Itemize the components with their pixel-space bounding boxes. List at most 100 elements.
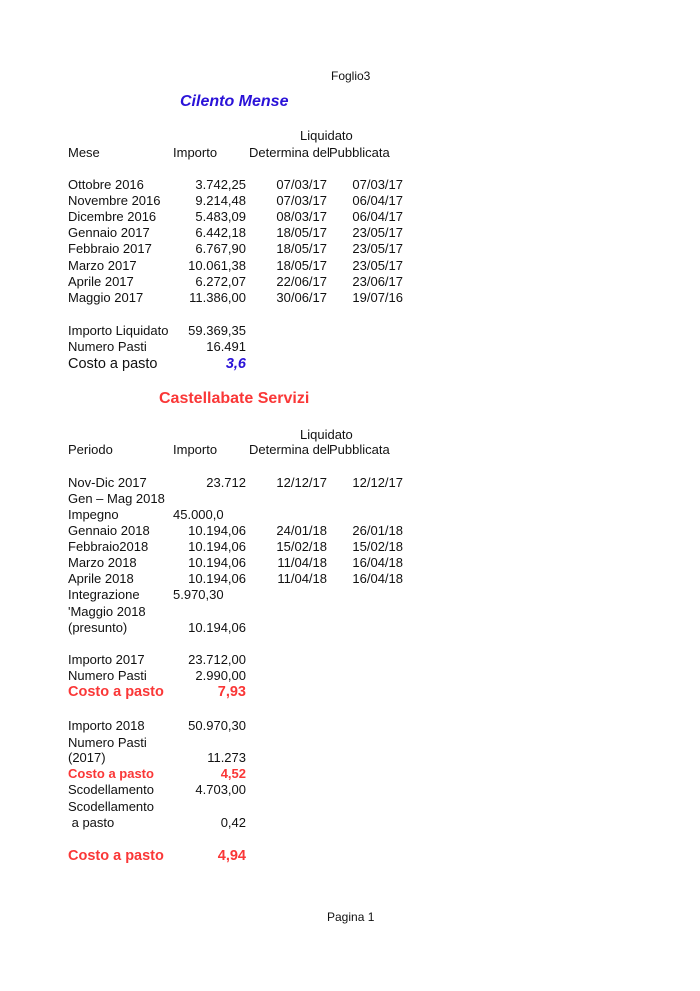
row-importo: 10.194,06 [188,523,246,538]
costo-pasto-totale-label: Costo a pasto [68,848,164,864]
costo-pasto-label: Costo a pasto [68,356,158,372]
row-mese: Aprile 2017 [68,274,134,289]
col-periodo: Periodo [68,442,113,457]
scodellamento-pasto-value: 0,42 [220,815,246,830]
row-determina: 18/05/17 [276,225,327,240]
row-importo: 23.712 [206,475,246,490]
row-pubblicata: 16/04/18 [352,571,403,586]
row-determina: 18/05/17 [276,241,327,256]
row-determina: 30/06/17 [276,290,327,305]
row-importo: 10.194,06 [188,571,246,586]
row-pubblicata: 23/05/17 [352,225,403,240]
row-determina: 08/03/17 [276,209,327,224]
row-mese: Ottobre 2016 [68,177,144,192]
row-importo: 10.194,06 [188,555,246,570]
col-importo: Importo [173,145,218,160]
col-pubblicata: Pubblicata [329,145,390,160]
costo-pasto-2017-value: 7,93 [217,684,246,700]
row-determina: 18/05/17 [276,258,327,273]
row-pubblicata: 06/04/17 [352,193,403,208]
row-periodo: Febbraio2018 [68,539,149,554]
scodellamento-pasto-label-2: a pasto [68,815,115,830]
row-importo: 11.386,00 [189,290,246,305]
row-importo: 6.442,18 [195,225,246,240]
row-determina: 15/02/18 [276,539,327,554]
row-pubblicata: 15/02/18 [352,539,403,554]
numero-pasti-label: Numero Pasti [68,339,147,354]
row-importo: 3.742,25 [195,177,246,192]
row-mese: Marzo 2017 [68,258,137,273]
castellabate-title: Castellabate Servizi [159,390,310,407]
row-determina: 07/03/17 [276,177,327,192]
row-mese: Maggio 2017 [68,290,144,305]
liquidato-header: Liquidato [300,427,353,442]
col-importo: Importo [173,442,218,457]
scodellamento-value: 4.703,00 [195,782,246,797]
importo-2018-label: Importo 2018 [68,718,145,733]
numero-pasti-value: 16.491 [206,339,246,354]
row-pubblicata: 26/01/18 [352,523,403,538]
row-pubblicata: 07/03/17 [352,177,403,192]
row-determina: 11/04/18 [277,555,327,570]
cilento-title: Cilento Mense [180,93,289,110]
row-importo: 6.767,90 [195,241,246,256]
row-periodo: (presunto) [68,620,128,635]
row-pubblicata: 06/04/17 [352,209,403,224]
numero-pasti-value: 2.990,00 [195,668,246,683]
row-mese: Dicembre 2016 [68,209,157,224]
importo-liquidato-label: Importo Liquidato [68,323,169,338]
scodellamento-pasto-label: Scodellamento [68,799,154,814]
row-importo: 6.272,07 [195,274,246,289]
row-pubblicata: 19/07/16 [352,290,403,305]
row-determina: 07/03/17 [276,193,327,208]
liquidato-header: Liquidato [300,128,353,143]
costo-pasto-2017-label: Costo a pasto [68,684,164,700]
importo-2017-value: 23.712,00 [188,652,246,667]
row-periodo: Impegno [68,507,119,522]
costo-pasto-totale-value: 4,94 [217,848,246,864]
row-pubblicata: 23/05/17 [352,241,403,256]
importo-liquidato-value: 59.369,35 [188,323,246,338]
col-mese: Mese [68,145,100,160]
row-importo: 45.000,0 [173,507,224,522]
row-periodo: Marzo 2018 [68,555,137,570]
row-pubblicata: 23/05/17 [352,258,403,273]
costo-pasto-2018-value: 4,52 [220,766,246,781]
row-pubblicata: 23/06/17 [352,274,403,289]
row-pubblicata: 16/04/18 [352,555,403,570]
row-periodo: Gennaio 2018 [68,523,150,538]
row-determina: 12/12/17 [276,475,327,490]
row-importo: 5.970,30 [173,587,224,602]
numero-pasti-label-year: (2017) [68,750,106,765]
col-determina: Determina del [249,145,330,160]
importo-2018-value: 50.970,30 [188,718,246,733]
row-determina: 11/04/18 [277,571,327,586]
row-importo: 10.194,06 [188,620,246,635]
row-mese: Gennaio 2017 [68,225,150,240]
row-mese: Febbraio 2017 [68,241,152,256]
costo-pasto-value: 3,6 [225,356,246,372]
numero-pasti-value: 11.273 [207,750,246,765]
row-determina: 22/06/17 [276,274,327,289]
row-importo: 9.214,48 [195,193,246,208]
row-determina: 24/01/18 [276,523,327,538]
row-periodo: 'Maggio 2018 [68,604,146,619]
importo-2017-label: Importo 2017 [68,652,145,667]
sheet-name: Foglio3 [331,69,371,83]
row-periodo: Gen – Mag 2018 [68,491,165,506]
row-importo: 5.483,09 [195,209,246,224]
page-number: Pagina 1 [327,910,375,924]
numero-pasti-label: Numero Pasti [68,735,147,750]
row-periodo: Nov-Dic 2017 [68,475,147,490]
costo-pasto-2018-label: Costo a pasto [68,766,154,781]
row-importo: 10.061,38 [188,258,246,273]
col-determina: Determina del [249,442,330,457]
row-pubblicata: 12/12/17 [352,475,403,490]
numero-pasti-label: Numero Pasti [68,668,147,683]
row-importo: 10.194,06 [188,539,246,554]
row-periodo: Integrazione [68,587,140,602]
row-mese: Novembre 2016 [68,193,161,208]
scodellamento-label: Scodellamento [68,782,154,797]
col-pubblicata: Pubblicata [329,442,390,457]
row-periodo: Aprile 2018 [68,571,134,586]
